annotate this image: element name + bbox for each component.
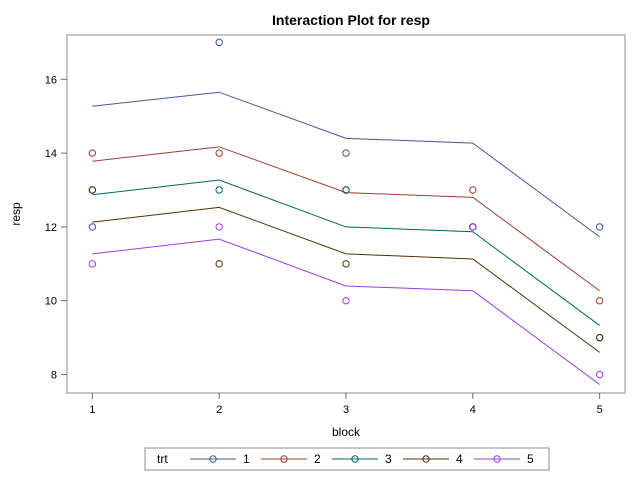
data-point-trt-5 <box>215 223 223 231</box>
series-line-trt-5 <box>92 238 600 385</box>
legend-marker <box>422 455 430 463</box>
legend-marker <box>493 455 501 463</box>
y-axis: 8 10 12 14 16 <box>45 74 67 382</box>
y-tick-label: 14 <box>45 148 57 160</box>
data-point-trt-4 <box>88 186 97 194</box>
data-point-trt-4 <box>342 260 350 268</box>
legend-label: 3 <box>385 452 392 466</box>
legend-item-trt-3: 3 <box>332 452 392 466</box>
x-tick-label: 4 <box>470 404 476 416</box>
data-point-trt-5 <box>595 370 604 379</box>
plot-area-frame <box>66 34 626 394</box>
y-tick-label: 12 <box>45 222 57 234</box>
data-point-trt-4 <box>595 333 604 342</box>
legend-label: 4 <box>456 452 463 466</box>
data-point-trt-1 <box>595 223 604 231</box>
legend-label: 1 <box>243 452 250 466</box>
data-point-trt-3 <box>342 186 350 194</box>
series-layer <box>88 38 604 385</box>
x-tick-label: 3 <box>343 404 349 416</box>
series-line-trt-4 <box>92 206 600 353</box>
legend-frame <box>144 447 550 471</box>
data-point-trt-1 <box>342 149 350 157</box>
legend-label: 2 <box>314 452 321 466</box>
data-point-trt-5 <box>88 260 97 268</box>
data-point-trt-5 <box>469 223 477 231</box>
series-line-trt-1 <box>92 91 600 238</box>
data-point-trt-4 <box>215 260 223 268</box>
data-point-trt-1 <box>88 223 97 231</box>
legend-item-trt-5: 5 <box>474 452 534 466</box>
legend-item-trt-4: 4 <box>403 452 463 466</box>
series-line-trt-3 <box>92 179 600 326</box>
chart-title: Interaction Plot for resp <box>272 12 430 28</box>
y-tick-label: 10 <box>45 296 57 308</box>
legend-marker <box>351 455 359 463</box>
x-tick-label: 1 <box>89 404 95 416</box>
legend-marker <box>209 455 217 463</box>
x-axis: 1 2 3 4 5 <box>89 393 603 416</box>
data-point-trt-2 <box>215 149 223 157</box>
legend-marker <box>280 455 288 463</box>
y-axis-label: resp <box>9 202 23 226</box>
data-point-trt-2 <box>88 149 97 157</box>
legend-items: 1 2 3 4 5 <box>190 452 534 466</box>
y-tick-label: 8 <box>51 370 57 382</box>
data-point-trt-1 <box>215 38 223 47</box>
x-tick-label: 5 <box>597 404 603 416</box>
data-point-trt-2 <box>595 297 604 305</box>
series-line-trt-2 <box>92 146 600 292</box>
legend-label: 5 <box>527 452 534 466</box>
data-point-trt-2 <box>469 186 477 194</box>
legend-title: trt <box>157 452 168 466</box>
data-point-trt-3 <box>215 186 223 194</box>
legend-item-trt-1: 1 <box>190 452 250 466</box>
legend-item-trt-2: 2 <box>261 452 321 466</box>
x-axis-label: block <box>332 425 361 439</box>
y-tick-label: 16 <box>45 74 57 86</box>
data-point-trt-5 <box>342 297 350 305</box>
x-tick-label: 2 <box>216 404 222 416</box>
